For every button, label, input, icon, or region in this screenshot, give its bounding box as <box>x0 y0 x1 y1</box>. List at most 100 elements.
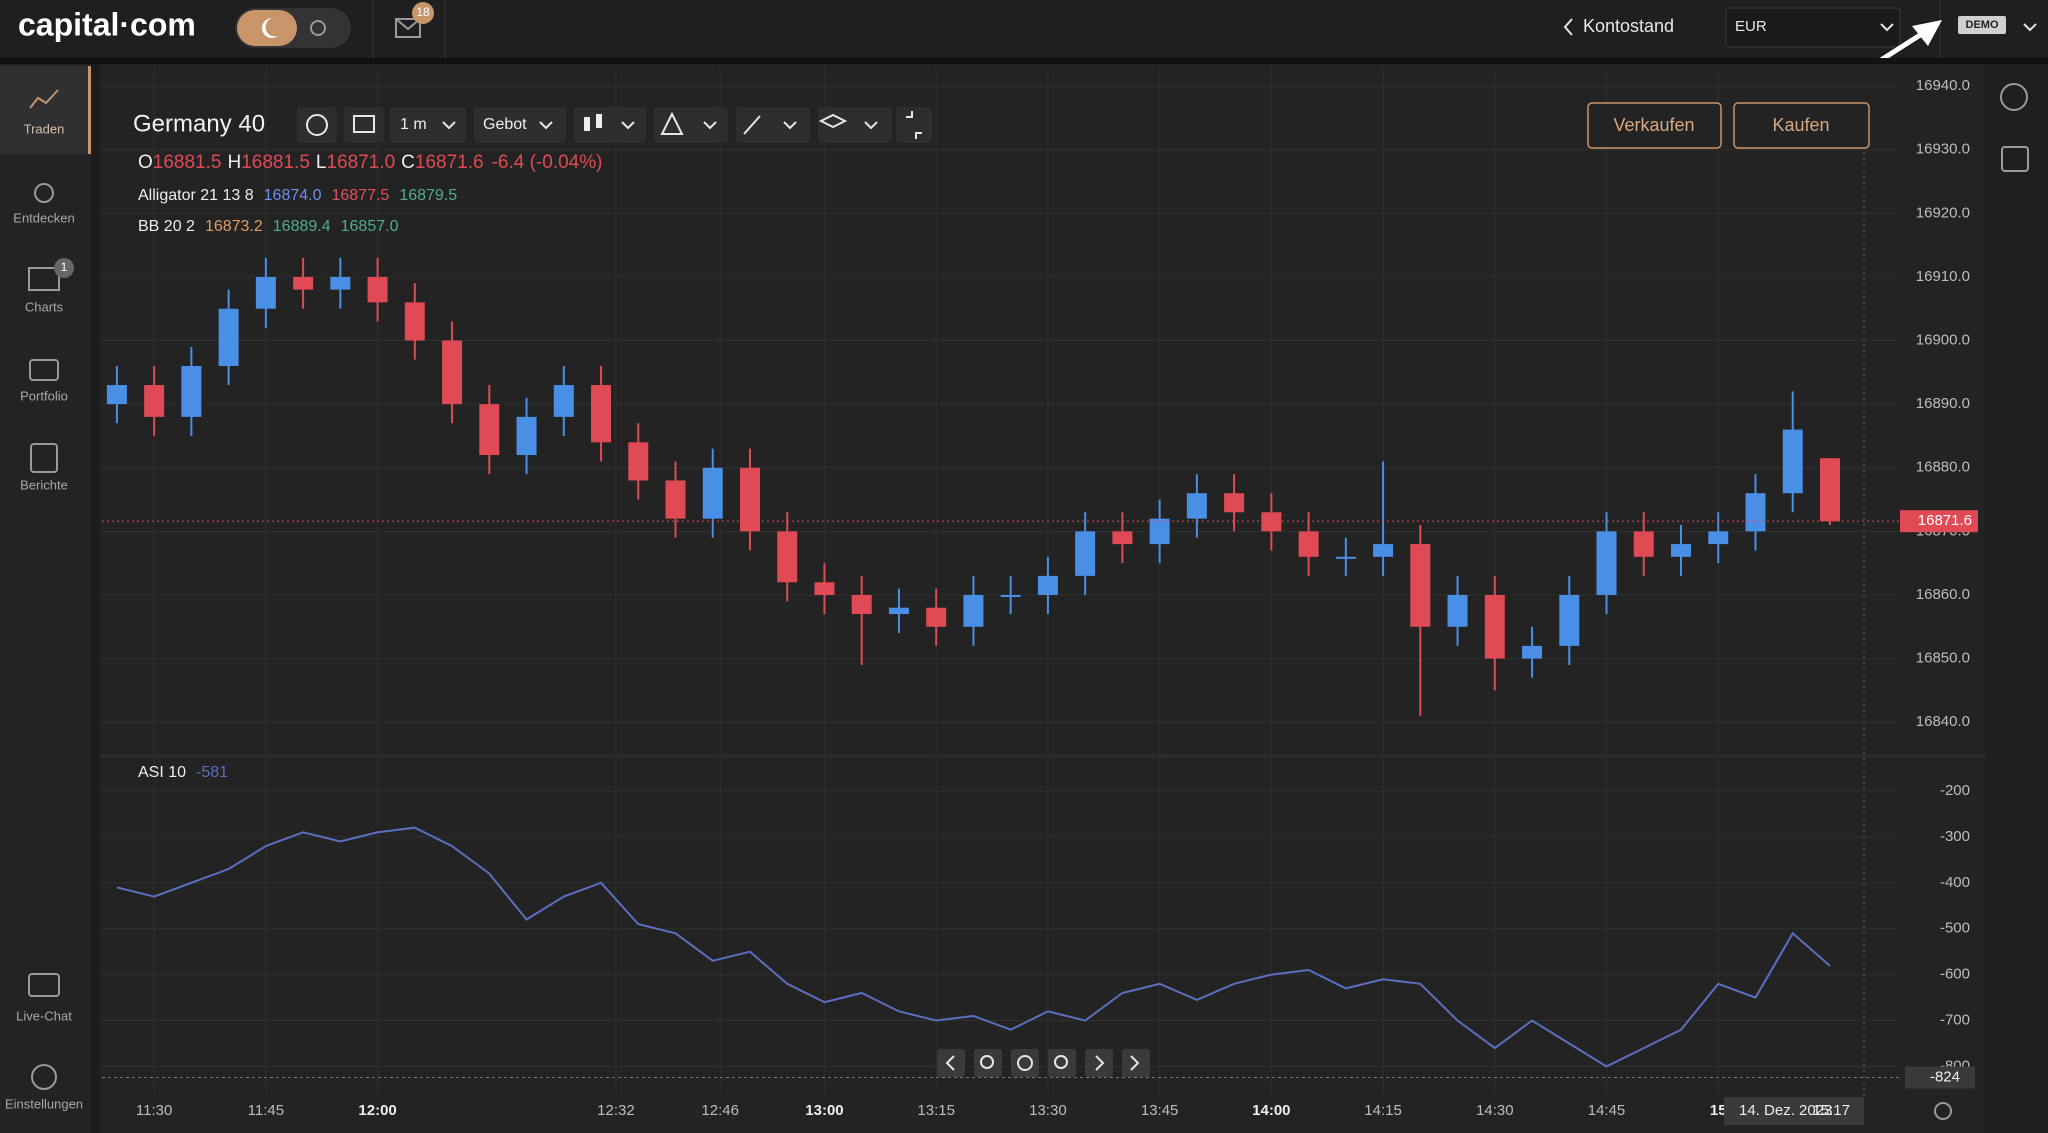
candle-body <box>181 365 202 417</box>
x-tick-label: 13:45 <box>1141 1102 1179 1119</box>
indicator-legend: BB 20 2 16873.2 16889.4 16857.0 <box>138 218 399 235</box>
separator <box>0 58 2048 64</box>
demo-badge[interactable] <box>1958 16 2006 34</box>
x-tick-label: 14:45 <box>1588 1102 1626 1119</box>
chat-icon[interactable] <box>28 973 60 997</box>
price-label: 16871.6 <box>1918 512 1972 529</box>
plot: 16840.016850.016860.016870.016880.016890… <box>102 67 1978 1125</box>
axis-settings[interactable] <box>1934 1102 1952 1120</box>
news-icon[interactable] <box>2001 146 2029 172</box>
nav-label[interactable]: Portfolio <box>20 388 68 403</box>
nav-next[interactable] <box>1085 1049 1113 1077</box>
drawing-button[interactable] <box>654 107 728 143</box>
nav-label[interactable]: Entdecken <box>13 210 74 225</box>
y-tick-label: 16940.0 <box>1916 77 1970 94</box>
price-type-button[interactable] <box>474 107 566 143</box>
y2-tick-label: -200 <box>1940 782 1970 799</box>
asi-name: ASI 10 <box>138 764 186 781</box>
y2-tick-label: -600 <box>1940 966 1970 983</box>
timeframe-button[interactable] <box>390 107 466 143</box>
discover-icon[interactable] <box>34 183 54 203</box>
currency-select[interactable] <box>1725 7 1901 48</box>
add-icon <box>306 114 328 136</box>
x-tick-label: 14:15 <box>1364 1102 1402 1119</box>
back-chevron[interactable] <box>1563 18 1573 36</box>
sell-button[interactable] <box>1587 102 1722 149</box>
portfolio-icon[interactable] <box>29 359 59 381</box>
ohlc-key: O <box>138 152 153 173</box>
collapse-icon <box>915 132 922 139</box>
candle-body <box>1373 544 1394 557</box>
candle-body <box>702 467 723 519</box>
ohlc-value: 16871.0 <box>326 152 395 173</box>
ohlc-change: -6.4 (-0.04%) <box>492 152 603 173</box>
buy-label: Kaufen <box>1772 115 1829 135</box>
candle-body <box>1037 575 1058 595</box>
buy-button[interactable] <box>1733 102 1870 149</box>
chevron <box>442 121 456 130</box>
nav-label[interactable]: Einstellungen <box>5 1096 83 1111</box>
sidebar <box>0 64 91 1133</box>
asi-legend: ASI 10 -581 <box>138 764 228 781</box>
nav-label[interactable]: Berichte <box>20 477 68 492</box>
x-tick-label: 15 <box>1710 1102 1727 1119</box>
chart-type-button[interactable] <box>574 107 646 143</box>
nav-label[interactable]: Live-Chat <box>16 1008 72 1023</box>
ohlc-legend: O16881.5 H16881.5 L16871.0 C16871.6 -6.4 (-0… <box>138 152 602 173</box>
mail-icon[interactable] <box>395 18 421 38</box>
candle-body <box>1149 518 1170 545</box>
layers-icon <box>818 113 848 129</box>
candle-body <box>1671 544 1692 557</box>
candle-icon <box>596 114 602 128</box>
nav-label[interactable]: Charts <box>25 299 64 314</box>
charts-icon[interactable] <box>28 267 60 291</box>
price-label-box <box>1900 510 1978 533</box>
x-tick-label: 14:00 <box>1252 1102 1290 1119</box>
candle-body <box>1335 556 1356 559</box>
chevron <box>1880 23 1894 32</box>
nav-zoom-in[interactable] <box>1048 1049 1076 1077</box>
candle-body <box>591 385 612 443</box>
candle-body <box>665 480 686 519</box>
ohlc-key: L <box>316 152 327 173</box>
theme-dark <box>237 10 297 46</box>
chevron <box>621 121 635 130</box>
y2-tick-label: -400 <box>1940 874 1970 891</box>
account-label[interactable]: Kontostand <box>1583 16 1674 36</box>
x-tick-label: 14:30 <box>1476 1102 1514 1119</box>
nav-reset[interactable] <box>1011 1049 1039 1077</box>
instrument-title: Germany 40 <box>133 110 265 137</box>
x-tick-label: 13:30 <box>1029 1102 1067 1119</box>
y-tick-label: 16840.0 <box>1916 713 1970 730</box>
candle-body <box>1075 531 1096 576</box>
trade-icon[interactable] <box>29 89 59 109</box>
nav-prev[interactable] <box>937 1049 965 1077</box>
tool-button[interactable] <box>344 107 384 143</box>
tool-button[interactable] <box>297 107 337 143</box>
nav-end[interactable] <box>1122 1049 1150 1077</box>
y-tick-label: 16880.0 <box>1916 459 1970 476</box>
candle-body <box>218 308 239 366</box>
candle-body <box>442 340 463 405</box>
candle-body <box>1447 594 1468 627</box>
x-tick-label: 12:00 <box>358 1102 396 1119</box>
nav-zoom-out[interactable] <box>974 1049 1002 1077</box>
candle-body <box>1224 493 1245 513</box>
candle-body <box>1633 531 1654 557</box>
nav-label[interactable]: Traden <box>24 121 65 136</box>
logo[interactable]: capital·com <box>18 6 196 42</box>
reports-icon[interactable] <box>30 443 58 473</box>
ohlc-value: 16881.5 <box>153 152 222 173</box>
candle-body <box>553 385 574 417</box>
candle-body <box>739 467 760 532</box>
indicator-name: Alligator 21 13 8 <box>138 187 254 204</box>
collapse-button[interactable] <box>896 107 932 143</box>
candle-body <box>516 416 537 456</box>
pencil-button[interactable] <box>736 107 810 143</box>
currency: EUR <box>1735 18 1767 35</box>
icon <box>1017 1055 1033 1071</box>
candle-body <box>814 582 835 595</box>
settings-icon[interactable] <box>31 1064 57 1090</box>
info-icon[interactable] <box>2000 83 2028 111</box>
y-tick-label: 16900.0 <box>1916 331 1970 348</box>
